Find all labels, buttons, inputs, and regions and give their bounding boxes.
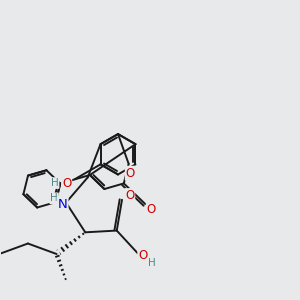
Text: O: O (138, 248, 148, 262)
Text: O: O (147, 203, 156, 216)
Text: O: O (126, 167, 135, 180)
Text: H: H (148, 258, 155, 268)
Text: H: H (51, 178, 58, 188)
Text: O: O (125, 189, 134, 202)
Text: H: H (50, 193, 58, 203)
Text: O: O (62, 177, 71, 190)
Text: N: N (58, 198, 68, 211)
